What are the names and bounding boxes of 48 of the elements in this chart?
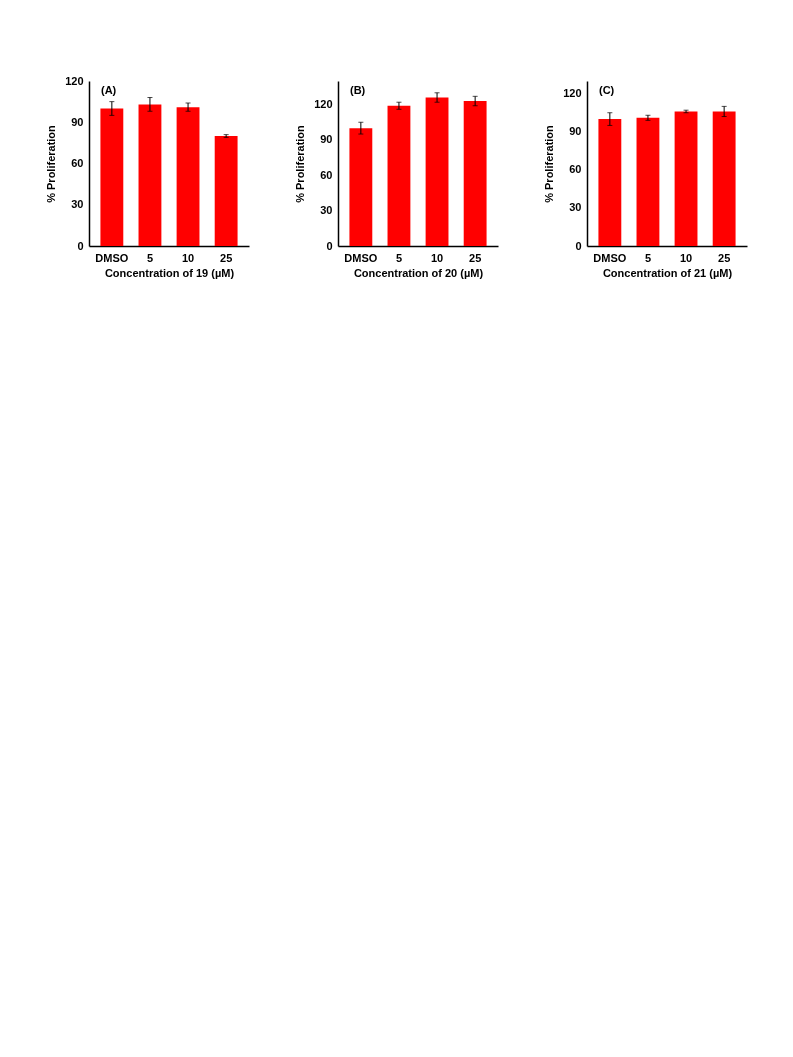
y-axis-title: % Proliferation: [294, 124, 307, 203]
bar: [100, 108, 124, 246]
annotation: (B): [350, 84, 366, 96]
y-tick-label: 0: [575, 239, 582, 252]
x-tick-label: 10: [181, 251, 195, 264]
x-tick-label: 5: [395, 251, 403, 264]
y-tick-label: 30: [320, 204, 333, 217]
y-tick-label: 120: [314, 98, 333, 111]
bar: [636, 117, 660, 246]
y-tick-label: 120: [563, 87, 582, 100]
y-axis-title: % Proliferation: [45, 124, 58, 203]
y-tick-label: 0: [77, 239, 84, 252]
annotation: (C): [599, 84, 615, 96]
x-tick-label: 25: [469, 251, 482, 264]
x-tick-label: 10: [679, 251, 693, 264]
x-tick-label: DMSO: [344, 251, 378, 264]
bar: [674, 111, 698, 246]
bar: [176, 107, 200, 246]
y-tick-label: 60: [320, 168, 333, 181]
bar: [387, 105, 411, 246]
bar: [425, 97, 449, 246]
bar: [214, 136, 238, 246]
y-axis-title: % Proliferation: [543, 124, 556, 203]
x-tick-label: DMSO: [593, 251, 627, 264]
y-tick-label: 90: [71, 115, 84, 128]
y-tick-label: 90: [320, 133, 333, 146]
x-tick-label: 5: [644, 251, 652, 264]
bar: [349, 128, 373, 246]
y-tick-label: 0: [326, 239, 333, 252]
y-tick-label: 30: [569, 201, 582, 214]
bar: [712, 111, 736, 246]
y-tick-label: 60: [569, 163, 582, 176]
bar: [138, 104, 162, 246]
x-axis-title: Concentration of 20 (µM): [353, 266, 484, 279]
bar: [463, 101, 487, 246]
x-tick-label: 5: [146, 251, 154, 264]
bar: [598, 119, 622, 246]
x-axis-title: Concentration of 19 (µM): [104, 266, 235, 279]
x-axis-title: Concentration of 21 (µM): [602, 266, 733, 279]
x-tick-label: 10: [430, 251, 444, 264]
annotation: (A): [101, 84, 117, 96]
x-tick-label: 25: [718, 251, 731, 264]
y-tick-label: 30: [71, 198, 84, 211]
x-tick-label: 25: [220, 251, 233, 264]
y-tick-label: 90: [569, 125, 582, 138]
y-tick-label: 60: [71, 157, 84, 169]
x-tick-label: DMSO: [95, 251, 129, 264]
y-tick-label: 120: [65, 74, 84, 87]
